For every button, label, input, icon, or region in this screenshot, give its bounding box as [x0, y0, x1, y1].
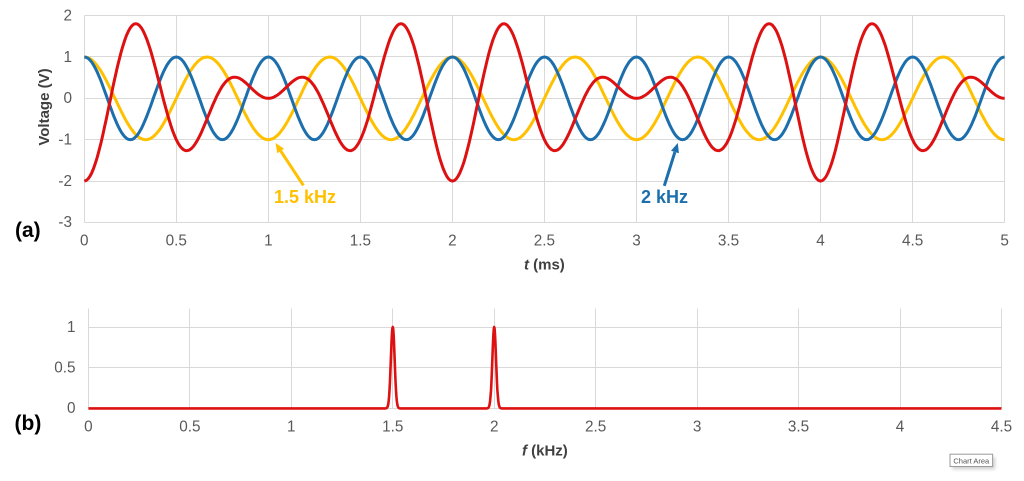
svg-text:t (ms): t (ms)	[524, 256, 565, 273]
svg-text:1: 1	[287, 419, 296, 436]
svg-text:2: 2	[490, 419, 499, 436]
svg-text:-1: -1	[58, 132, 72, 149]
svg-text:1.5: 1.5	[382, 419, 403, 436]
svg-text:1: 1	[264, 233, 273, 250]
svg-text:0: 0	[84, 419, 93, 436]
svg-text:-2: -2	[58, 173, 72, 190]
svg-text:2: 2	[448, 233, 457, 250]
svg-text:1.5 kHz: 1.5 kHz	[274, 187, 336, 207]
svg-text:1.5: 1.5	[350, 233, 371, 250]
svg-text:Chart Area: Chart Area	[953, 456, 990, 465]
svg-text:0.5: 0.5	[54, 360, 75, 377]
svg-text:2 kHz: 2 kHz	[641, 187, 688, 207]
svg-text:2.5: 2.5	[534, 233, 555, 250]
svg-text:-3: -3	[58, 214, 72, 231]
svg-text:3: 3	[632, 233, 641, 250]
svg-text:4.5: 4.5	[902, 233, 923, 250]
svg-text:4: 4	[816, 233, 825, 250]
svg-text:0: 0	[80, 233, 89, 250]
svg-text:1: 1	[67, 319, 76, 336]
svg-text:2.5: 2.5	[585, 419, 606, 436]
svg-text:Voltage (V): Voltage (V)	[36, 68, 53, 145]
svg-text:0: 0	[67, 400, 76, 417]
svg-text:1: 1	[63, 49, 72, 66]
svg-text:(a): (a)	[15, 219, 41, 242]
svg-text:0: 0	[63, 90, 72, 107]
svg-text:0.5: 0.5	[179, 419, 200, 436]
svg-text:4: 4	[896, 419, 905, 436]
svg-text:4.5: 4.5	[991, 419, 1012, 436]
svg-text:3.5: 3.5	[788, 419, 809, 436]
svg-text:3: 3	[693, 419, 702, 436]
svg-text:3.5: 3.5	[718, 233, 739, 250]
svg-text:(b): (b)	[15, 412, 42, 435]
svg-text:2: 2	[63, 7, 72, 24]
svg-text:5: 5	[1000, 233, 1009, 250]
svg-text:0.5: 0.5	[166, 233, 187, 250]
svg-text:f (kHz): f (kHz)	[522, 443, 568, 460]
